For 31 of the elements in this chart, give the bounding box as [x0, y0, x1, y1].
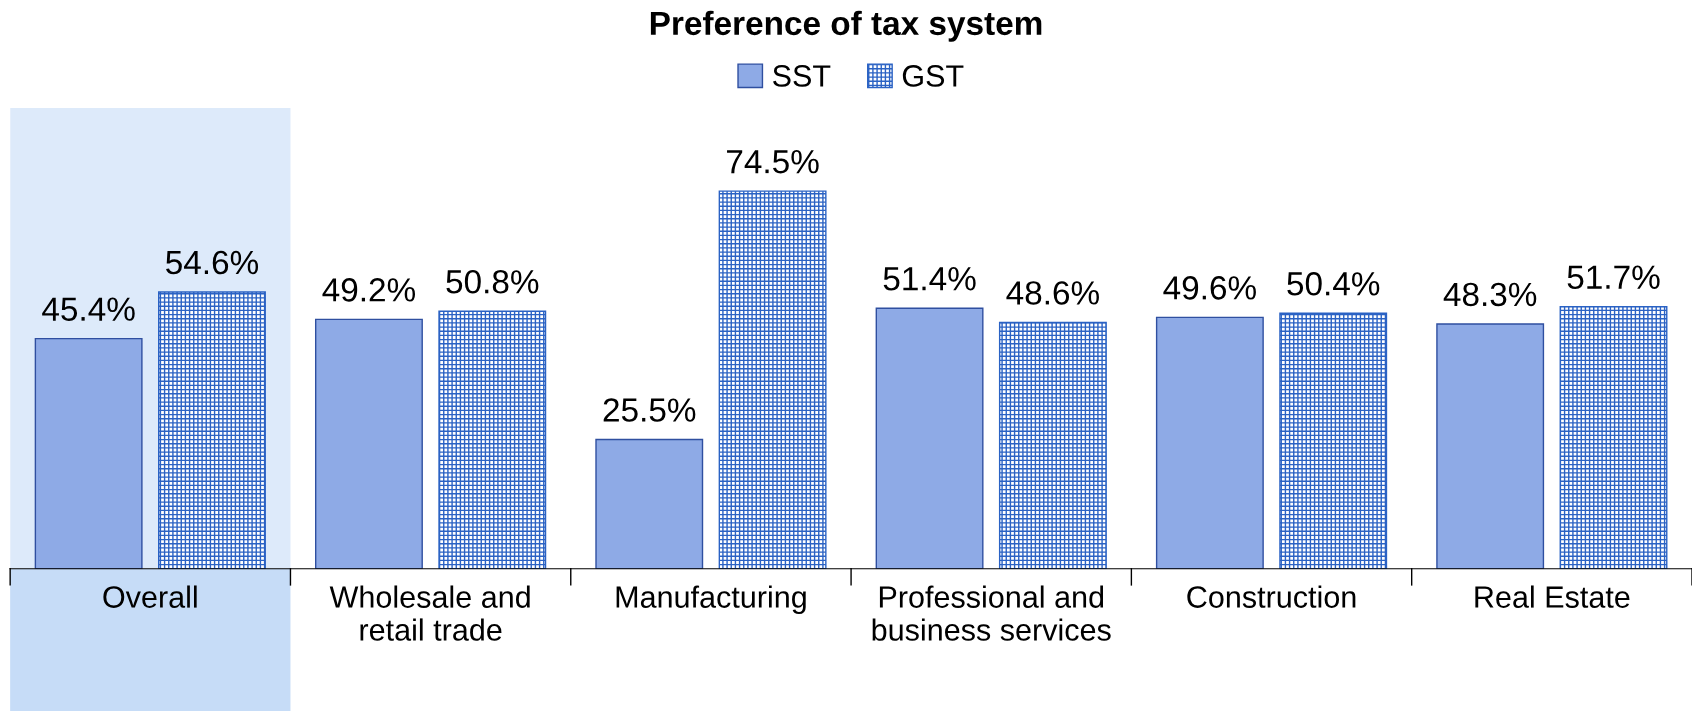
- bar: [595, 438, 704, 569]
- x-tick-label: Real Estate: [1475, 585, 1630, 608]
- bar: [438, 310, 547, 569]
- bar: [1559, 306, 1668, 569]
- x-tick-label: Manufacturing: [616, 585, 806, 614]
- bar: [1279, 312, 1388, 569]
- data-label: 51.4%: [883, 267, 976, 291]
- data-label: 48.6%: [1006, 281, 1099, 305]
- data-label: 25.5%: [603, 398, 696, 422]
- data-label: 74.5%: [727, 150, 819, 174]
- bar: [718, 190, 827, 569]
- x-tick-label: Professional and business services: [872, 585, 1111, 641]
- x-tick-label: Construction: [1187, 585, 1356, 608]
- data-label: 51.7%: [1567, 265, 1660, 290]
- data-label: 50.4%: [1287, 272, 1380, 296]
- data-label: 49.2%: [322, 278, 416, 302]
- bar: [314, 318, 423, 569]
- legend-label: SST: [773, 65, 831, 87]
- bar: [1436, 323, 1545, 569]
- data-label: 50.8%: [446, 269, 539, 294]
- legend-label: GST: [902, 65, 964, 87]
- chart-title: Preference of tax system: [650, 10, 1042, 42]
- data-label: 48.3%: [1443, 282, 1537, 307]
- data-label: 45.4%: [42, 297, 135, 321]
- data-label: 54.6%: [166, 250, 259, 275]
- x-tick-label: Wholesale and retail trade: [329, 585, 530, 641]
- x-tick-label: Overall: [103, 585, 197, 608]
- bar: [1155, 316, 1264, 569]
- bar: [875, 307, 984, 569]
- bar: [998, 321, 1107, 569]
- data-label: 49.6%: [1163, 276, 1256, 300]
